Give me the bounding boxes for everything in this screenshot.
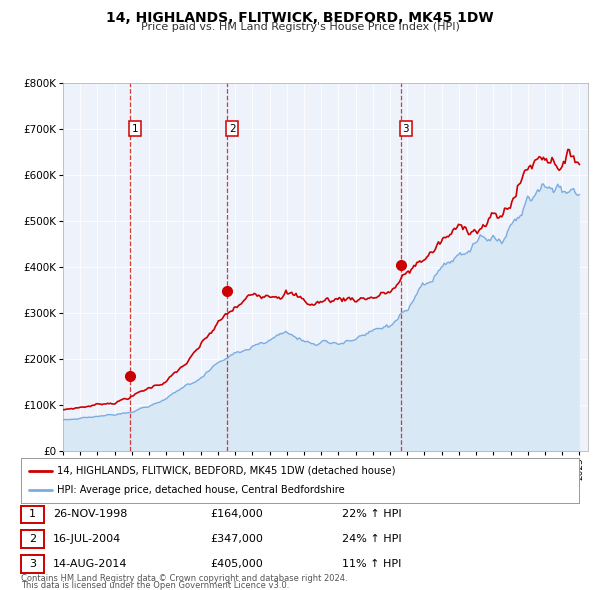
Text: HPI: Average price, detached house, Central Bedfordshire: HPI: Average price, detached house, Cent… (57, 486, 345, 495)
Text: 3: 3 (29, 559, 36, 569)
Text: 24% ↑ HPI: 24% ↑ HPI (342, 535, 401, 544)
Text: 16-JUL-2004: 16-JUL-2004 (53, 535, 121, 544)
Text: 22% ↑ HPI: 22% ↑ HPI (342, 510, 401, 519)
Text: Contains HM Land Registry data © Crown copyright and database right 2024.: Contains HM Land Registry data © Crown c… (21, 573, 347, 583)
Text: This data is licensed under the Open Government Licence v3.0.: This data is licensed under the Open Gov… (21, 581, 289, 590)
Text: 14, HIGHLANDS, FLITWICK, BEDFORD, MK45 1DW (detached house): 14, HIGHLANDS, FLITWICK, BEDFORD, MK45 1… (57, 466, 396, 476)
Text: 14-AUG-2014: 14-AUG-2014 (53, 559, 127, 569)
Text: £405,000: £405,000 (210, 559, 263, 569)
Text: Price paid vs. HM Land Registry's House Price Index (HPI): Price paid vs. HM Land Registry's House … (140, 22, 460, 32)
Text: 11% ↑ HPI: 11% ↑ HPI (342, 559, 401, 569)
Text: 1: 1 (29, 510, 36, 519)
Text: 2: 2 (29, 535, 36, 544)
Text: £347,000: £347,000 (210, 535, 263, 544)
Text: 14, HIGHLANDS, FLITWICK, BEDFORD, MK45 1DW: 14, HIGHLANDS, FLITWICK, BEDFORD, MK45 1… (106, 11, 494, 25)
Text: 3: 3 (403, 124, 409, 134)
Text: £164,000: £164,000 (210, 510, 263, 519)
Text: 2: 2 (229, 124, 236, 134)
Text: 1: 1 (132, 124, 139, 134)
Text: 26-NOV-1998: 26-NOV-1998 (53, 510, 127, 519)
